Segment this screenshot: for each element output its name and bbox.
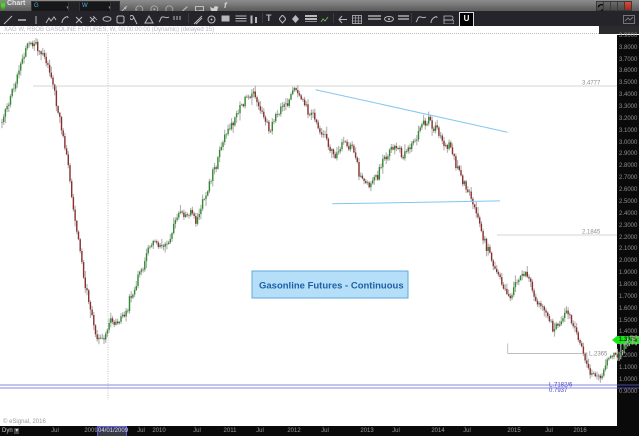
svg-text:3.4777: 3.4777	[582, 81, 601, 87]
svg-text:0.7937: 0.7937	[549, 388, 568, 394]
svg-text:L.2365: L.2365	[589, 351, 608, 357]
svg-text:Gasonline Futures - Continuous: Gasonline Futures - Continuous	[259, 281, 404, 292]
svg-text:2.1845: 2.1845	[582, 230, 601, 236]
